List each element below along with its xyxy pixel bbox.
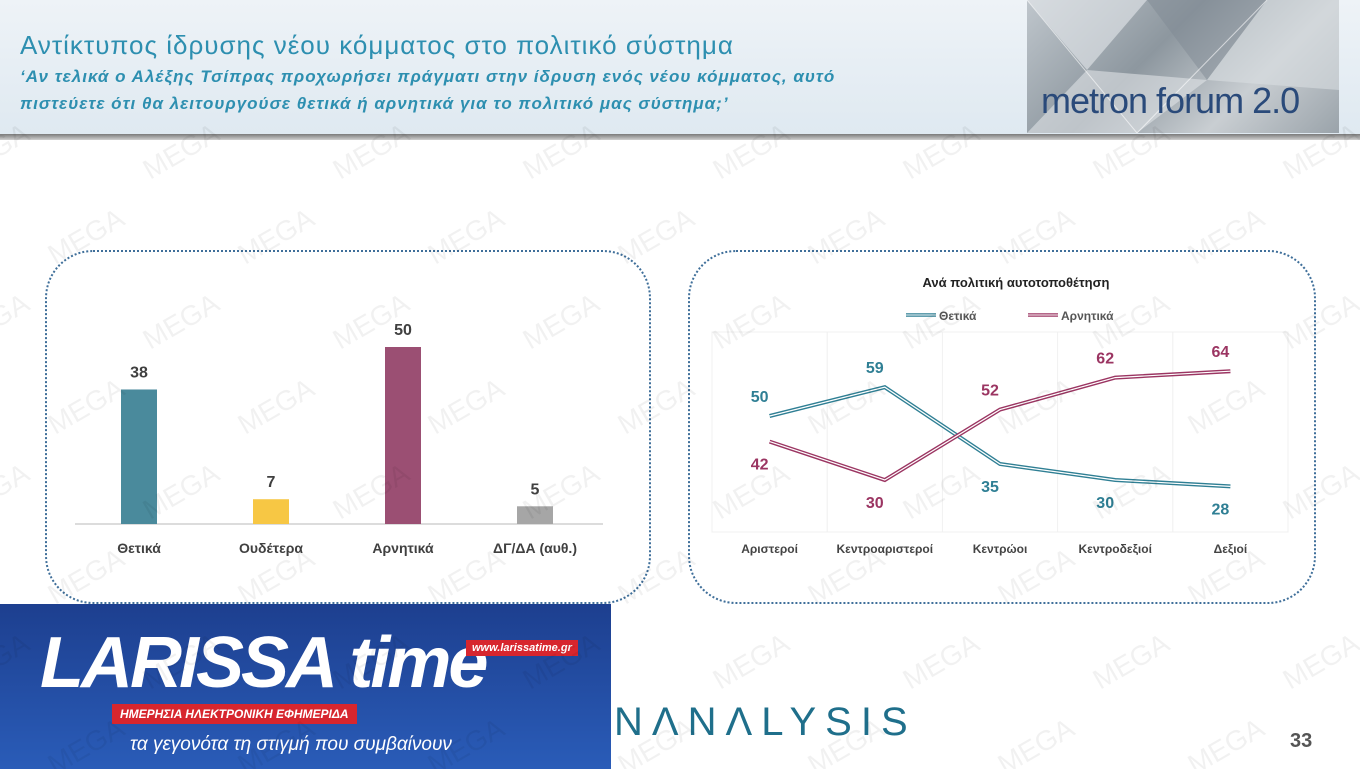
data-label-1-3: 62 bbox=[1096, 351, 1114, 368]
bar-0 bbox=[121, 389, 157, 524]
legend-label-0: Θετικά bbox=[939, 309, 977, 323]
data-label-0-2: 35 bbox=[981, 479, 999, 496]
bar-category-label-2: Αρνητικά bbox=[372, 540, 434, 556]
question-text-line1: ‘Αν τελικά ο Αλέξης Τσίπρας προχωρήσει π… bbox=[20, 67, 836, 86]
data-label-1-0: 42 bbox=[751, 457, 769, 474]
data-label-1-1: 30 bbox=[866, 495, 884, 512]
bar-value-label-0: 38 bbox=[130, 364, 148, 381]
x-tick-label-2: Κεντρώοι bbox=[973, 542, 1028, 556]
watermark-text-54: MEGA bbox=[1088, 627, 1175, 695]
series-line-inner-0 bbox=[769, 386, 1231, 487]
page-number: 33 bbox=[1290, 730, 1313, 752]
header-divider bbox=[0, 134, 1360, 140]
data-label-0-4: 28 bbox=[1212, 501, 1230, 518]
watermark-text-16: MEGA bbox=[0, 287, 35, 355]
larissatime-url: www.larissatime.gr bbox=[466, 640, 578, 656]
bar-category-label-3: ΔΓ/ΔΑ (αυθ.) bbox=[493, 540, 577, 556]
bar-category-label-1: Ουδέτερα bbox=[239, 540, 303, 556]
data-label-1-2: 52 bbox=[981, 383, 999, 400]
larissatime-subtitle: ΗΜΕΡΗΣΙΑ ΗΛΕΚΤΡΟΝΙΚΗ ΕΦΗΜΕΡΙΔΑ bbox=[112, 704, 357, 724]
series-line-inner-1 bbox=[769, 370, 1231, 481]
bar-value-label-3: 5 bbox=[531, 481, 540, 498]
data-label-0-0: 50 bbox=[751, 389, 769, 406]
slide-title: Αντίκτυπος ίδρυσης νέου κόμματος στο πολ… bbox=[20, 30, 734, 60]
line-chart-title: Ανά πολιτική αυτοτοποθέτηση bbox=[923, 275, 1110, 290]
bar-3 bbox=[517, 506, 553, 524]
legend-label-1: Αρνητικά bbox=[1061, 309, 1114, 323]
watermark-text-62: MEGA bbox=[1183, 712, 1270, 769]
logo-background-pattern bbox=[1027, 0, 1339, 133]
x-tick-label-1: Κεντροαριστεροί bbox=[836, 542, 933, 556]
question-text-line2: πιστεύετε ότι θα λειτουργούσε θετικά ή α… bbox=[20, 94, 729, 113]
larissatime-banner: LARISSA time www.larissatime.gr ΗΜΕΡΗΣΙΑ… bbox=[0, 604, 611, 769]
watermark-text-53: MEGA bbox=[898, 627, 985, 695]
ideology-breakdown-panel: Ανά πολιτική αυτοτοποθέτηση Θετικά Αρνητικ… bbox=[688, 250, 1316, 604]
watermark-text-52: MEGA bbox=[708, 627, 795, 695]
watermark-text-61: MEGA bbox=[993, 712, 1080, 769]
analysis-brand: NΛΝΛLYSIS bbox=[614, 700, 917, 744]
logo-text: metron forum 2.0 bbox=[1041, 80, 1300, 121]
overall-results-panel: 38 Θετικά 7 Ουδέτερα 50 Αρνητικά 5 ΔΓ/ΔΑ (αυθ.) bbox=[45, 250, 651, 604]
bar-1 bbox=[253, 499, 289, 524]
bar-value-label-1: 7 bbox=[267, 474, 276, 491]
series-line-0 bbox=[769, 385, 1231, 489]
line-chart: Ανά πολιτική αυτοτοποθέτηση Θετικά Αρνητικ… bbox=[711, 275, 1289, 556]
bar-2 bbox=[385, 347, 421, 524]
x-tick-label-3: Κεντροδεξιοί bbox=[1078, 542, 1151, 556]
data-label-1-4: 64 bbox=[1212, 344, 1230, 361]
data-label-0-1: 59 bbox=[866, 360, 884, 377]
plot-area bbox=[711, 331, 1289, 533]
bar-chart: 38 Θετικά 7 Ουδέτερα 50 Αρνητικά 5 ΔΓ/ΔΑ (αυθ.) bbox=[75, 322, 603, 556]
data-label-0-3: 30 bbox=[1096, 495, 1114, 512]
metron-forum-logo: metron forum 2.0 bbox=[1027, 0, 1339, 133]
bar-category-label-0: Θετικά bbox=[117, 540, 161, 556]
larissatime-logo: LARISSA time bbox=[40, 623, 488, 703]
watermark-text-32: MEGA bbox=[0, 457, 35, 525]
x-tick-label-4: Δεξιοί bbox=[1214, 542, 1248, 556]
bar-value-label-2: 50 bbox=[394, 322, 412, 339]
watermark-text-55: MEGA bbox=[1278, 627, 1360, 695]
larissatime-tagline: τα γεγονότα τη στιγμή που συμβαίνουν bbox=[130, 734, 452, 755]
x-tick-label-0: Αριστεροί bbox=[741, 542, 798, 556]
